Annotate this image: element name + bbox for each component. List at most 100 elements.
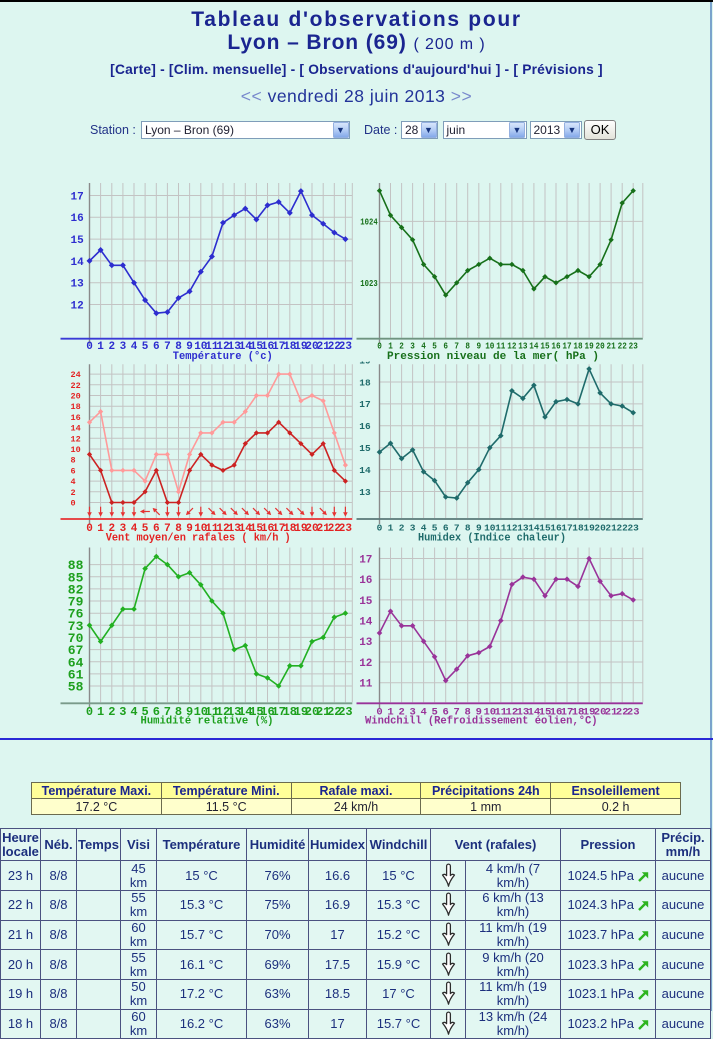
svg-text:13: 13 (359, 637, 373, 649)
svg-text:21: 21 (317, 341, 331, 353)
svg-text:1: 1 (97, 705, 104, 719)
svg-text:4: 4 (131, 341, 138, 353)
svg-text:13: 13 (518, 341, 527, 352)
svg-text:Humidex (Indice chaleur): Humidex (Indice chaleur) (418, 532, 566, 544)
svg-text:23: 23 (629, 341, 638, 352)
svg-text:17: 17 (561, 707, 574, 719)
svg-text:82: 82 (68, 582, 84, 597)
svg-text:12: 12 (71, 434, 81, 444)
svg-text:Humidité relative (%): Humidité relative (%) (141, 716, 274, 728)
svg-text:12: 12 (506, 707, 519, 719)
svg-text:2: 2 (71, 488, 76, 498)
svg-text:0: 0 (86, 705, 93, 719)
svg-text:18: 18 (573, 341, 582, 352)
svg-text:3: 3 (410, 341, 415, 352)
svg-text:1: 1 (97, 341, 104, 353)
svg-text:16: 16 (261, 523, 274, 535)
svg-text:23: 23 (339, 523, 353, 535)
svg-text:11: 11 (205, 523, 219, 535)
svg-text:17: 17 (272, 523, 285, 535)
svg-text:9: 9 (186, 341, 193, 353)
svg-text:16: 16 (71, 213, 84, 225)
svg-text:22: 22 (328, 341, 341, 353)
svg-text:6: 6 (443, 707, 449, 719)
svg-text:9: 9 (476, 522, 482, 533)
svg-text:13: 13 (228, 523, 242, 535)
svg-text:13: 13 (359, 487, 371, 498)
svg-text:1: 1 (388, 341, 393, 352)
svg-text:13: 13 (227, 705, 241, 719)
svg-text:4: 4 (421, 341, 426, 352)
svg-text:20: 20 (305, 705, 319, 719)
svg-text:14: 14 (71, 424, 81, 434)
svg-text:11: 11 (495, 522, 507, 533)
svg-text:3: 3 (120, 341, 127, 353)
svg-text:6: 6 (153, 523, 160, 535)
svg-text:11: 11 (359, 679, 373, 691)
svg-text:19: 19 (294, 523, 307, 535)
svg-text:6: 6 (443, 341, 448, 352)
svg-text:15: 15 (359, 443, 371, 454)
svg-text:5: 5 (142, 523, 149, 535)
svg-text:7: 7 (164, 341, 171, 353)
svg-text:0: 0 (376, 707, 382, 719)
svg-text:2: 2 (108, 341, 115, 353)
svg-text:21: 21 (316, 705, 330, 719)
svg-text:17: 17 (271, 705, 285, 719)
svg-text:1: 1 (388, 522, 394, 533)
svg-text:0: 0 (86, 341, 93, 353)
svg-text:16: 16 (550, 522, 562, 533)
svg-text:22: 22 (71, 381, 81, 391)
svg-text:64: 64 (68, 655, 84, 670)
svg-text:14: 14 (359, 465, 371, 476)
svg-text:16: 16 (261, 341, 274, 353)
svg-text:1: 1 (97, 523, 104, 535)
svg-text:16: 16 (359, 421, 371, 432)
svg-text:14: 14 (529, 341, 538, 352)
svg-text:4: 4 (130, 705, 137, 719)
svg-text:3: 3 (409, 707, 415, 719)
svg-text:Température (°c): Température (°c) (173, 351, 273, 363)
svg-text:15: 15 (250, 523, 264, 535)
svg-text:12: 12 (359, 658, 372, 670)
svg-text:1: 1 (387, 707, 393, 719)
svg-text:8: 8 (71, 456, 76, 466)
svg-text:76: 76 (68, 607, 84, 622)
svg-text:23: 23 (338, 705, 352, 719)
svg-text:18: 18 (359, 377, 371, 388)
svg-text:85: 85 (68, 570, 84, 585)
svg-text:19: 19 (585, 341, 594, 352)
svg-text:15: 15 (250, 341, 264, 353)
svg-text:1023: 1023 (360, 278, 378, 289)
svg-text:6: 6 (153, 341, 160, 353)
svg-text:10: 10 (484, 522, 496, 533)
svg-text:7: 7 (454, 522, 460, 533)
svg-text:5: 5 (141, 705, 148, 719)
svg-text:22: 22 (616, 522, 628, 533)
svg-text:8: 8 (175, 705, 182, 719)
svg-text:20: 20 (596, 341, 605, 352)
svg-text:12: 12 (506, 522, 518, 533)
svg-text:9: 9 (477, 341, 482, 352)
svg-text:19: 19 (294, 341, 307, 353)
svg-text:18: 18 (283, 705, 297, 719)
svg-text:14: 14 (239, 341, 253, 353)
svg-text:16: 16 (551, 341, 560, 352)
svg-text:20: 20 (305, 341, 318, 353)
svg-text:22: 22 (328, 523, 341, 535)
svg-text:4: 4 (421, 522, 427, 533)
svg-text:88: 88 (68, 558, 84, 573)
svg-text:15: 15 (249, 705, 263, 719)
svg-text:15: 15 (539, 707, 552, 719)
svg-text:11: 11 (205, 705, 219, 719)
svg-text:20: 20 (305, 523, 318, 535)
svg-text:9: 9 (476, 707, 482, 719)
svg-text:15: 15 (539, 522, 551, 533)
svg-text:58: 58 (68, 680, 84, 695)
svg-text:22: 22 (618, 341, 627, 352)
svg-text:6: 6 (153, 705, 160, 719)
svg-text:17: 17 (562, 341, 571, 352)
svg-text:17: 17 (359, 554, 372, 566)
svg-text:19: 19 (359, 355, 371, 366)
svg-text:8: 8 (465, 522, 471, 533)
